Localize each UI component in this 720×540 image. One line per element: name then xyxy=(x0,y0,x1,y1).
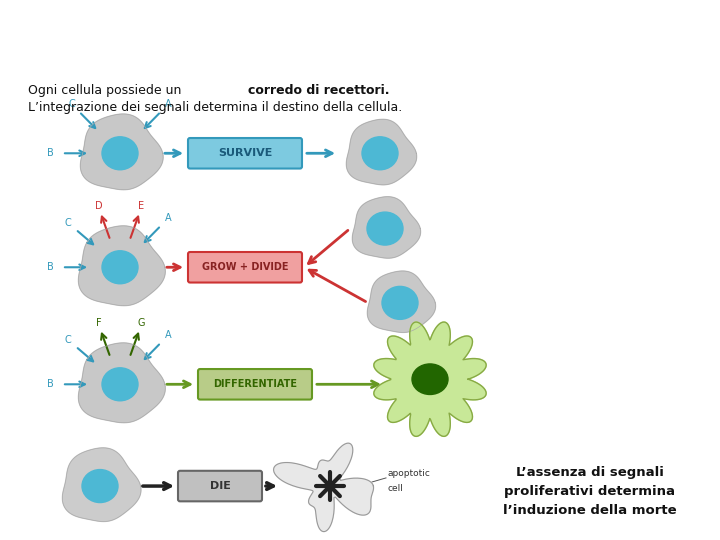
Ellipse shape xyxy=(102,137,138,170)
Ellipse shape xyxy=(82,470,118,503)
Text: L’integrazione dei segnali determina il destino della cellula.: L’integrazione dei segnali determina il … xyxy=(28,102,402,114)
Text: SURVIVE: SURVIVE xyxy=(218,148,272,158)
Polygon shape xyxy=(274,443,374,531)
Ellipse shape xyxy=(412,364,448,394)
Text: C: C xyxy=(68,99,76,109)
FancyBboxPatch shape xyxy=(198,369,312,400)
Text: GROW + DIVIDE: GROW + DIVIDE xyxy=(202,262,288,272)
FancyBboxPatch shape xyxy=(188,138,302,168)
Ellipse shape xyxy=(102,368,138,401)
Text: G: G xyxy=(138,318,145,328)
Text: A: A xyxy=(165,99,171,109)
Text: B: B xyxy=(47,379,53,389)
Text: apoptotic: apoptotic xyxy=(388,469,431,478)
Polygon shape xyxy=(78,226,166,306)
Ellipse shape xyxy=(362,137,398,170)
Polygon shape xyxy=(352,197,420,258)
Polygon shape xyxy=(346,119,417,185)
Polygon shape xyxy=(374,322,486,436)
Text: DIFFERENTIATE: DIFFERENTIATE xyxy=(213,379,297,389)
Polygon shape xyxy=(78,343,166,423)
Text: F: F xyxy=(96,318,102,328)
Ellipse shape xyxy=(102,251,138,284)
Text: B: B xyxy=(47,148,53,158)
Text: A: A xyxy=(165,213,171,224)
Text: Ogni cellula possiede un: Ogni cellula possiede un xyxy=(28,84,185,97)
Text: A: A xyxy=(165,330,171,340)
Ellipse shape xyxy=(382,286,418,319)
Text: B: B xyxy=(47,262,53,272)
Ellipse shape xyxy=(367,212,403,245)
Text: D: D xyxy=(94,201,102,211)
Text: corredo di recettori.: corredo di recettori. xyxy=(248,84,390,97)
Text: C: C xyxy=(65,335,71,345)
Polygon shape xyxy=(367,271,436,333)
FancyBboxPatch shape xyxy=(188,252,302,282)
Text: C: C xyxy=(65,218,71,228)
Polygon shape xyxy=(81,114,163,190)
Text: Principi di segnalazione cellulare: Principi di segnalazione cellulare xyxy=(166,23,554,43)
Text: E: E xyxy=(138,201,145,211)
FancyBboxPatch shape xyxy=(178,471,262,501)
Text: DIE: DIE xyxy=(210,481,230,491)
Text: L’assenza di segnali
proliferativi determina
l’induzione della morte: L’assenza di segnali proliferativi deter… xyxy=(503,465,677,517)
Text: cell: cell xyxy=(388,484,404,492)
Polygon shape xyxy=(63,448,141,522)
